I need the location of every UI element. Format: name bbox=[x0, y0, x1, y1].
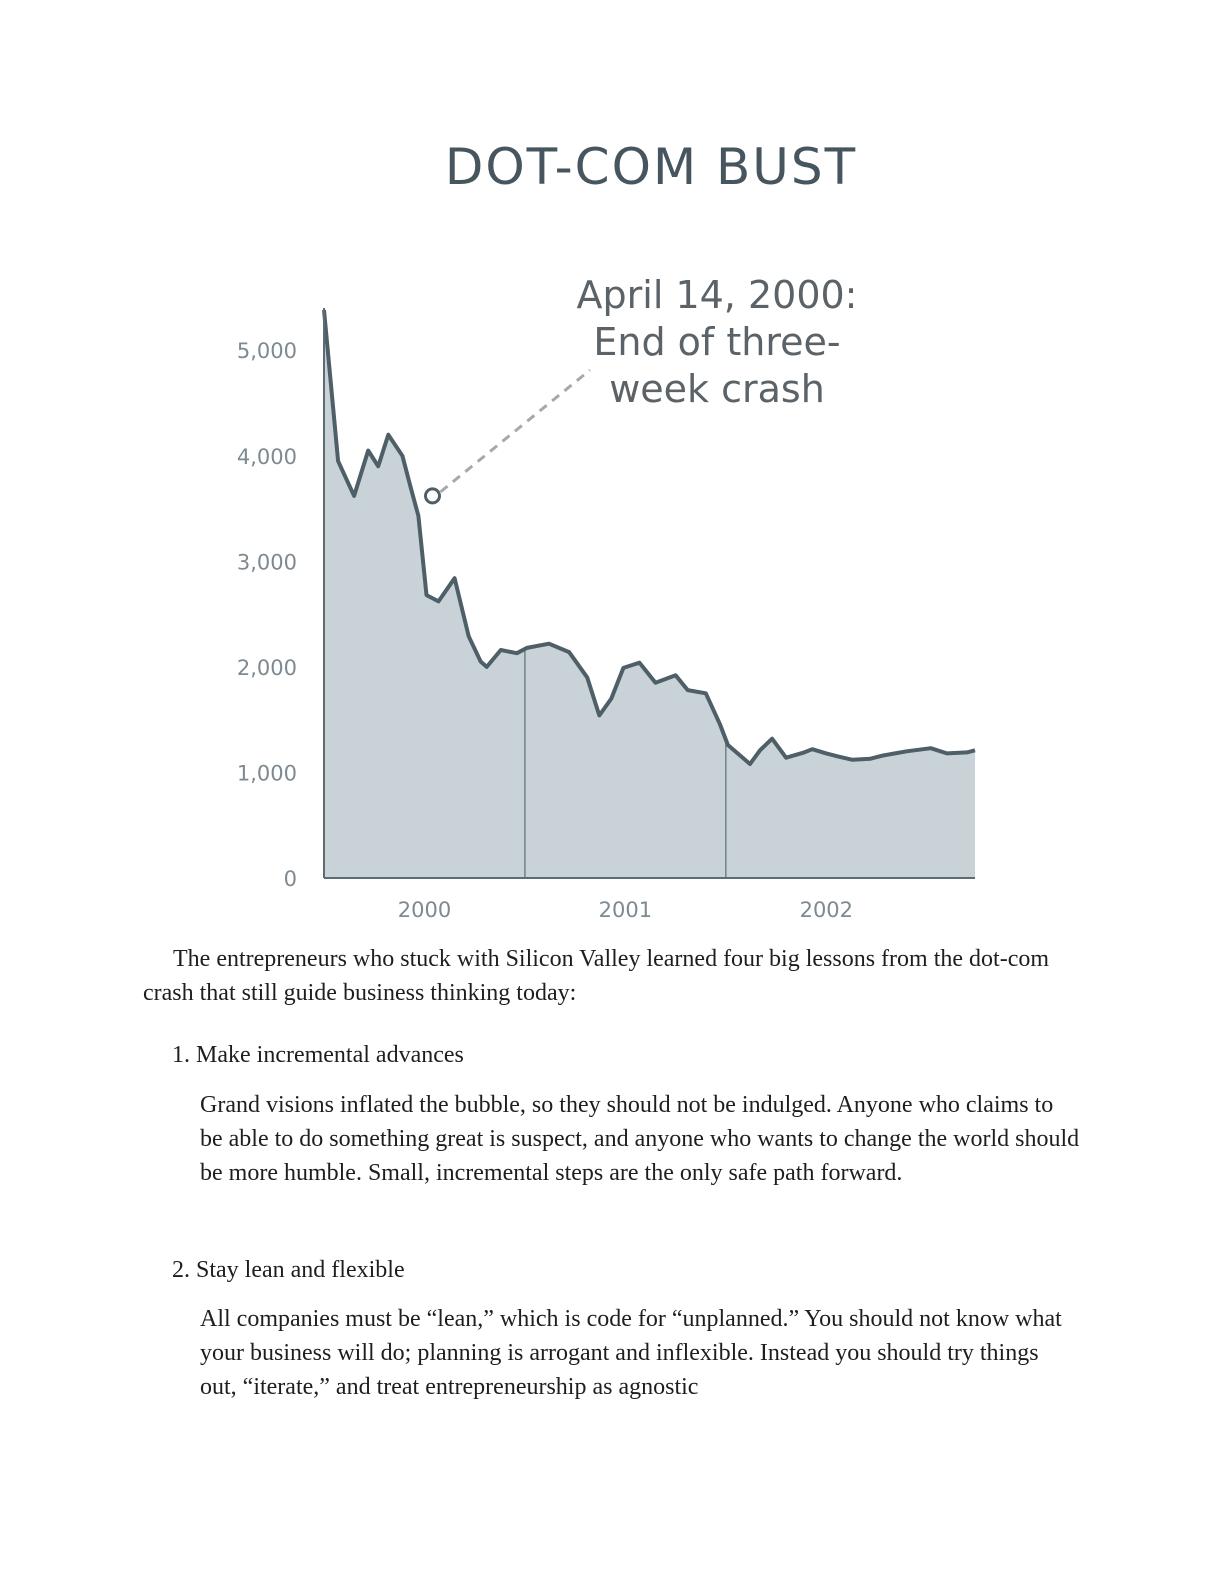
annotation-line-1: April 14, 2000: bbox=[577, 273, 858, 317]
annotation-text: April 14, 2000:End of three-week crash bbox=[577, 273, 858, 411]
y-tick-label: 3,000 bbox=[237, 550, 297, 574]
chart-title: DOT-COM BUST bbox=[445, 138, 857, 196]
lesson-1-heading: 1. Make incremental advances bbox=[172, 1042, 464, 1068]
area-fill bbox=[324, 310, 975, 879]
y-tick-label: 1,000 bbox=[237, 761, 297, 785]
y-tick-label: 2,000 bbox=[237, 656, 297, 680]
annotation-leader bbox=[439, 368, 591, 494]
y-tick-label: 0 bbox=[284, 867, 297, 891]
lesson-2-body: All companies must be “lean,” which is c… bbox=[200, 1306, 1062, 1400]
lesson-1-body: Grand visions inflated the bubble, so th… bbox=[200, 1092, 1080, 1186]
series-line bbox=[322, 309, 976, 766]
y-tick-label: 4,000 bbox=[237, 445, 297, 469]
annotation-marker bbox=[424, 487, 441, 505]
y-axis-ticks: 0 1,000 2,000 3,000 4,000 5,000 bbox=[237, 339, 297, 891]
dot-com-bust-chart: DOT-COM BUST April 14, 2000:End of three… bbox=[237, 138, 976, 922]
y-tick-label: 5,000 bbox=[237, 339, 297, 363]
x-tick-label: 2001 bbox=[599, 898, 652, 922]
plot-area bbox=[322, 308, 976, 879]
annotation-line-3: week crash bbox=[609, 367, 825, 411]
lesson-2-heading: 2. Stay lean and flexible bbox=[172, 1257, 405, 1283]
annotation-line-2: End of three- bbox=[593, 320, 840, 364]
x-tick-label: 2002 bbox=[800, 898, 853, 922]
x-tick-label: 2000 bbox=[398, 898, 451, 922]
intro-paragraph: The entrepreneurs who stuck with Silicon… bbox=[143, 946, 1050, 1006]
x-axis-ticks: 2000 2001 2002 bbox=[398, 898, 853, 922]
